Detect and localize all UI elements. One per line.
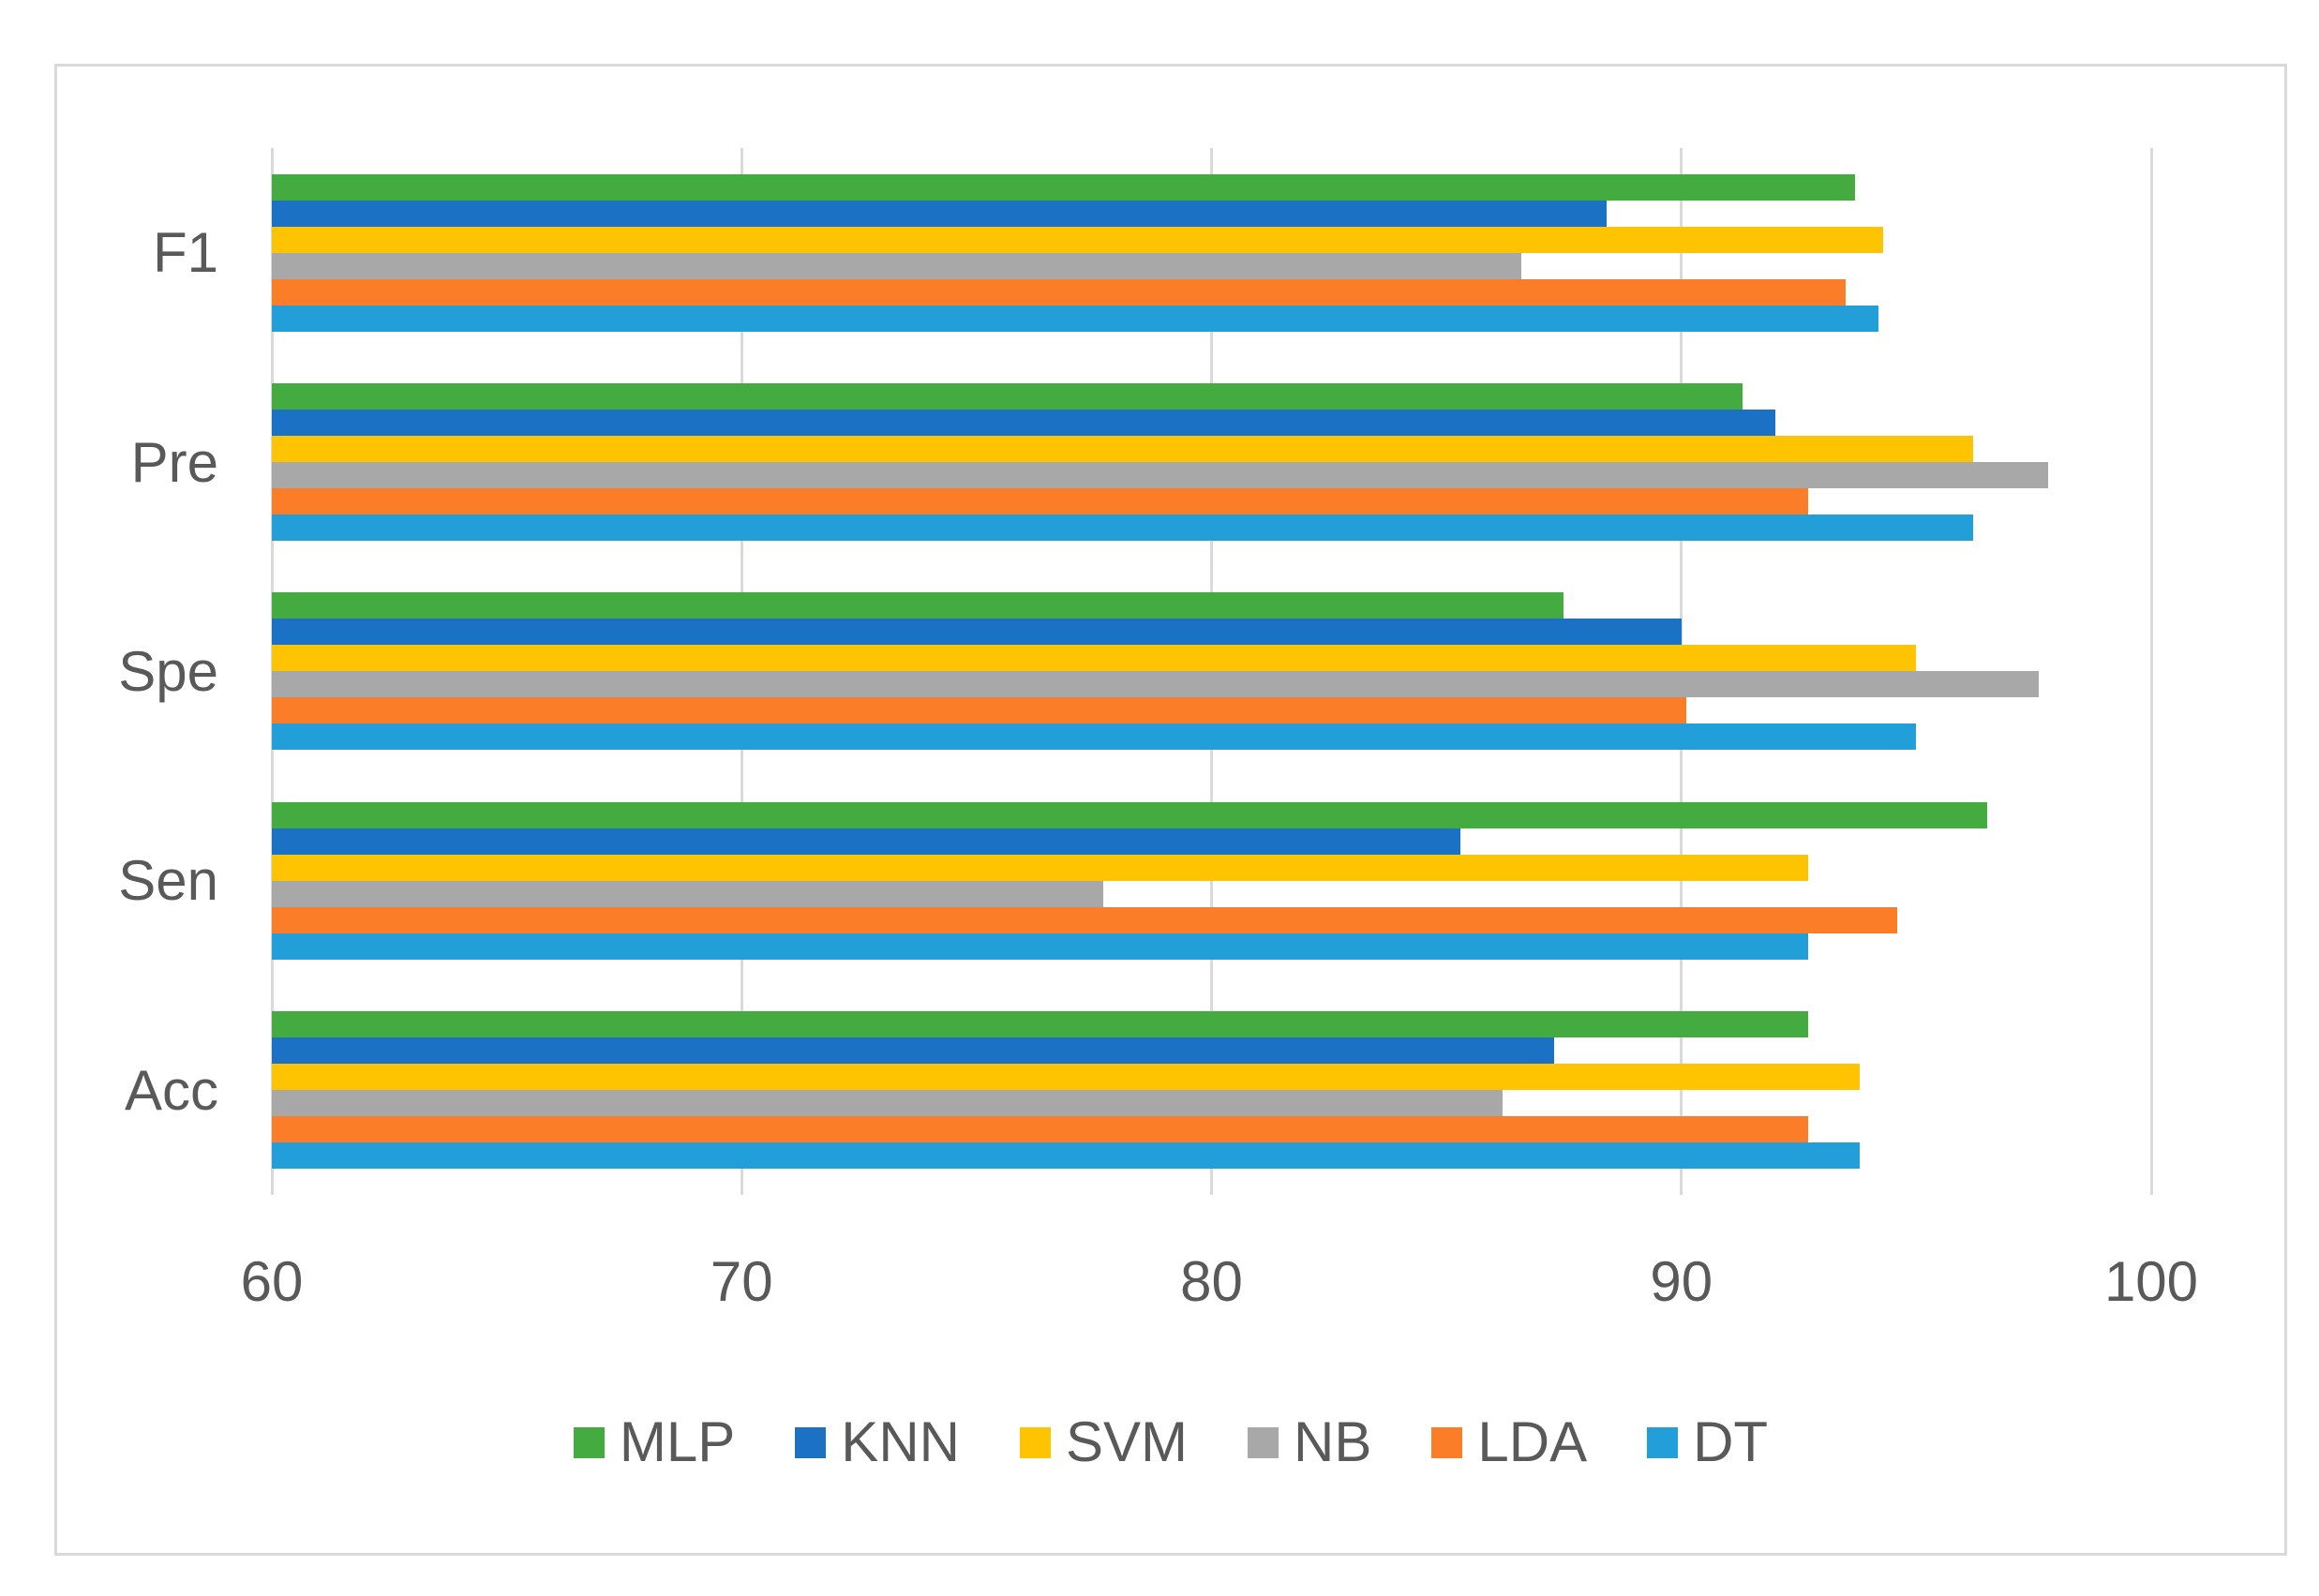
- legend-item-dt: DT: [1647, 1414, 1768, 1470]
- legend-label-nb: NB: [1294, 1410, 1372, 1473]
- bar-knn-f1: [272, 200, 1607, 227]
- bar-nb-pre: [272, 462, 2048, 489]
- bar-lda-spe: [272, 697, 1686, 724]
- category-label-pre: Pre: [130, 430, 218, 494]
- legend-label-mlp: MLP: [619, 1410, 736, 1473]
- bar-nb-spe: [272, 671, 2039, 698]
- legend-label-svm: SVM: [1065, 1410, 1189, 1473]
- bar-nb-sen: [272, 880, 1104, 907]
- legend-item-mlp: MLP: [573, 1410, 736, 1473]
- legend-label-dt: DT: [1693, 1410, 1769, 1473]
- tick-label-90: 90: [1650, 1250, 1713, 1313]
- legend-swatch-svm: [1019, 1426, 1051, 1458]
- bar-group-spe: [272, 567, 2151, 776]
- bar-group-f1: [272, 148, 2151, 357]
- legend-swatch-mlp: [573, 1426, 605, 1458]
- legend-item-knn: KNN: [795, 1414, 960, 1470]
- bar-svm-sen: [272, 854, 1809, 881]
- bar-svm-spe: [272, 645, 1917, 672]
- gridline-100: [2149, 148, 2153, 1195]
- bar-dt-acc: [272, 1142, 1861, 1170]
- bar-nb-f1: [272, 252, 1522, 279]
- plot-area: [270, 148, 2153, 1195]
- bar-knn-sen: [272, 828, 1461, 855]
- tick-label-70: 70: [710, 1250, 773, 1313]
- bar-lda-f1: [272, 278, 1847, 306]
- tick-label-80: 80: [1180, 1250, 1243, 1313]
- bar-nb-acc: [272, 1090, 1504, 1117]
- legend: MLP KNN SVM NB LDA DT: [57, 1405, 2284, 1480]
- bar-lda-pre: [272, 488, 1809, 515]
- bar-mlp-pre: [272, 383, 1743, 410]
- bar-mlp-spe: [272, 592, 1564, 619]
- category-label-f1: F1: [152, 221, 218, 285]
- tick-label-60: 60: [240, 1250, 304, 1313]
- bar-lda-sen: [272, 906, 1898, 933]
- bar-knn-pre: [272, 410, 1775, 437]
- bar-svm-pre: [272, 436, 1973, 463]
- bar-mlp-f1: [272, 173, 1856, 201]
- bar-svm-acc: [272, 1064, 1861, 1091]
- bar-mlp-sen: [272, 801, 1987, 828]
- legend-label-lda: LDA: [1477, 1410, 1588, 1473]
- category-label-acc: Acc: [124, 1058, 218, 1122]
- category-label-sen: Sen: [118, 849, 218, 913]
- bar-lda-acc: [272, 1116, 1809, 1143]
- legend-item-svm: SVM: [1019, 1410, 1189, 1473]
- legend-item-nb: NB: [1248, 1414, 1371, 1470]
- bar-dt-spe: [272, 723, 1917, 751]
- bar-svm-f1: [272, 226, 1884, 253]
- legend-swatch-dt: [1647, 1426, 1679, 1458]
- category-label-spe: Spe: [118, 639, 218, 703]
- bar-dt-f1: [272, 305, 1879, 332]
- bar-dt-sen: [272, 932, 1809, 960]
- legend-item-lda: LDA: [1431, 1414, 1587, 1470]
- tick-label-100: 100: [2103, 1250, 2199, 1313]
- bar-knn-spe: [272, 619, 1682, 646]
- legend-swatch-nb: [1248, 1426, 1279, 1458]
- bar-group-acc: [272, 986, 2151, 1195]
- legend-label-knn: KNN: [841, 1410, 960, 1473]
- legend-swatch-lda: [1431, 1426, 1463, 1458]
- bar-group-pre: [272, 357, 2151, 566]
- bar-mlp-acc: [272, 1011, 1809, 1038]
- chart-container: F1 Pre Spe Sen Acc 60 70 80 90 100 MLP KNN SVM NB LD…: [54, 64, 2287, 1556]
- bar-group-sen: [272, 776, 2151, 985]
- legend-swatch-knn: [795, 1426, 827, 1458]
- bar-knn-acc: [272, 1037, 1555, 1065]
- bar-dt-pre: [272, 515, 1973, 542]
